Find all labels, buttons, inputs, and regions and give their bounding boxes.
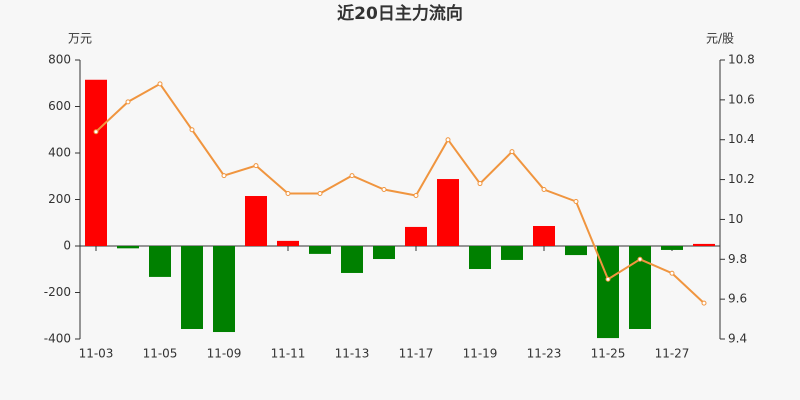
price-point — [573, 198, 579, 204]
bar — [117, 246, 139, 249]
price-point — [541, 187, 547, 193]
x-tick-label: 11-13 — [335, 347, 370, 361]
bar — [533, 226, 555, 246]
x-tick-label: 11-19 — [463, 347, 498, 361]
x-tick-label: 11-27 — [655, 347, 690, 361]
bar — [629, 246, 651, 330]
price-point — [157, 81, 163, 87]
y2-tick-label: 9.6 — [728, 292, 747, 306]
price-point — [669, 270, 675, 276]
y2-axis-label: 元/股 — [706, 32, 734, 46]
x-tick-label: 11-23 — [527, 347, 562, 361]
price-point — [701, 300, 707, 306]
price-point — [93, 129, 99, 135]
bar — [181, 246, 203, 330]
x-tick-label: 11-09 — [207, 347, 242, 361]
bar — [693, 243, 715, 246]
price-point — [381, 187, 387, 193]
bar — [437, 179, 459, 246]
bar — [405, 226, 427, 246]
price-point — [189, 127, 195, 133]
bar — [341, 246, 363, 273]
y-tick-label: 0 — [63, 239, 71, 253]
price-point — [413, 193, 419, 199]
y2-tick-label: 9.4 — [728, 332, 747, 346]
x-tick-label: 11-05 — [143, 347, 178, 361]
y-tick-label: 600 — [48, 99, 71, 113]
bar — [373, 246, 395, 260]
bar — [469, 246, 491, 270]
y2-tick-label: 10.6 — [728, 92, 755, 106]
price-point — [253, 163, 259, 169]
price-point — [317, 191, 323, 197]
y-tick-label: -200 — [44, 285, 71, 299]
price-point — [285, 191, 291, 197]
bar — [213, 246, 235, 333]
y2-tick-label: 10.2 — [728, 172, 755, 186]
bar — [277, 240, 299, 246]
bar — [565, 246, 587, 256]
y2-tick-label: 10.4 — [728, 132, 755, 146]
price-point — [125, 99, 131, 105]
chart-title: 近20日主力流向 — [337, 3, 463, 24]
bar — [245, 196, 267, 246]
price-point — [477, 181, 483, 187]
y-axis-label: 万元 — [68, 32, 92, 46]
bar — [149, 246, 171, 277]
x-tick-label: 11-25 — [591, 347, 626, 361]
x-tick-label: 11-03 — [79, 347, 114, 361]
y2-tick-label: 9.8 — [728, 252, 747, 266]
y-tick-label: 400 — [48, 146, 71, 160]
y-tick-label: 800 — [48, 53, 71, 67]
price-point — [445, 137, 451, 143]
y-tick-label: -400 — [44, 332, 71, 346]
price-point — [605, 276, 611, 282]
price-point — [221, 173, 227, 179]
y2-tick-label: 10 — [728, 212, 743, 226]
x-tick-label: 11-17 — [399, 347, 434, 361]
price-point — [509, 149, 515, 155]
bar — [661, 246, 683, 250]
y2-tick-label: 10.8 — [728, 53, 755, 67]
bar — [597, 246, 619, 339]
price-point — [637, 256, 643, 262]
bar — [501, 246, 523, 260]
price-line — [95, 82, 705, 304]
y-tick-label: 200 — [48, 192, 71, 206]
bar — [309, 246, 331, 254]
x-tick-label: 11-11 — [271, 347, 306, 361]
price-point — [349, 173, 355, 179]
bar — [85, 79, 107, 246]
